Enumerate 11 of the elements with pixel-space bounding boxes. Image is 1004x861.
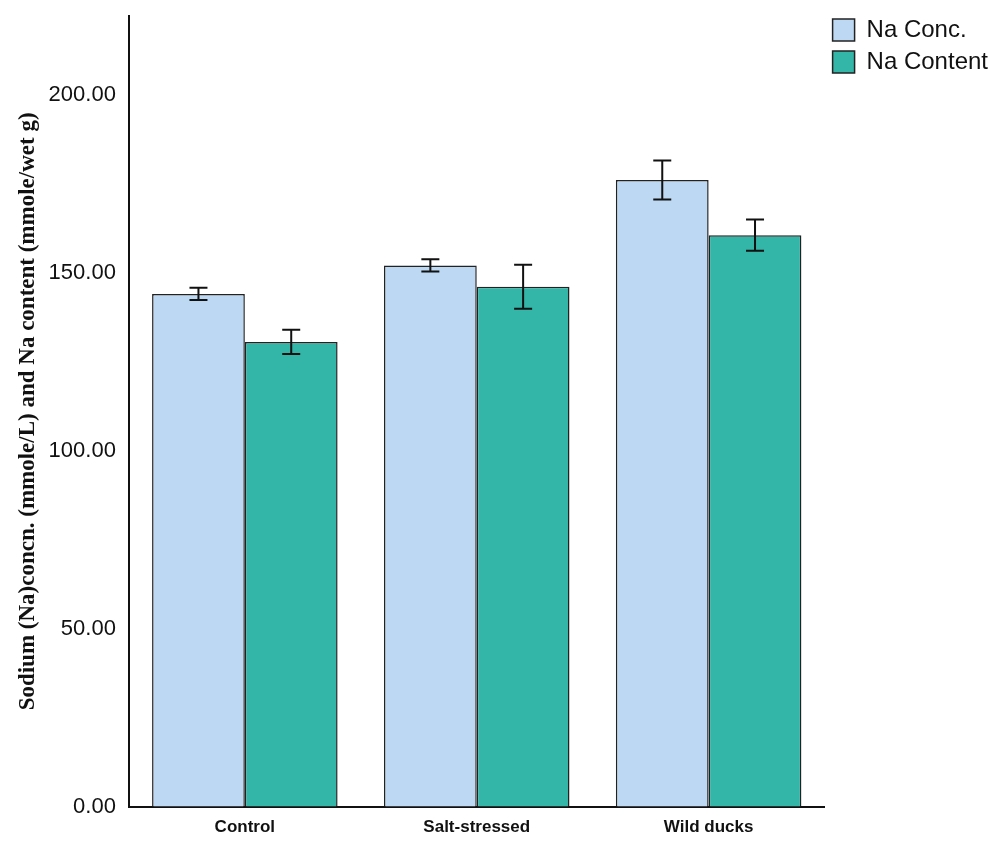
x-tick-label: Control (214, 817, 276, 837)
y-axis-title: Sodium (Na)concn. (mmole/L) and Na content (mmole/wet g) (13, 112, 39, 711)
y-tick-label: 200.00 (48, 80, 116, 106)
y-tick-label: 0.00 (73, 792, 116, 818)
x-tick-label: Salt-stressed (423, 817, 531, 837)
y-tick-label: 100.00 (48, 436, 116, 462)
y-tick-label: 50.00 (60, 614, 116, 640)
y-tick-label: 150.00 (48, 258, 116, 284)
x-tick-label: Wild ducks (663, 817, 754, 837)
legend-label: Na Content (866, 46, 989, 74)
legend-label: Na Conc. (866, 14, 967, 42)
